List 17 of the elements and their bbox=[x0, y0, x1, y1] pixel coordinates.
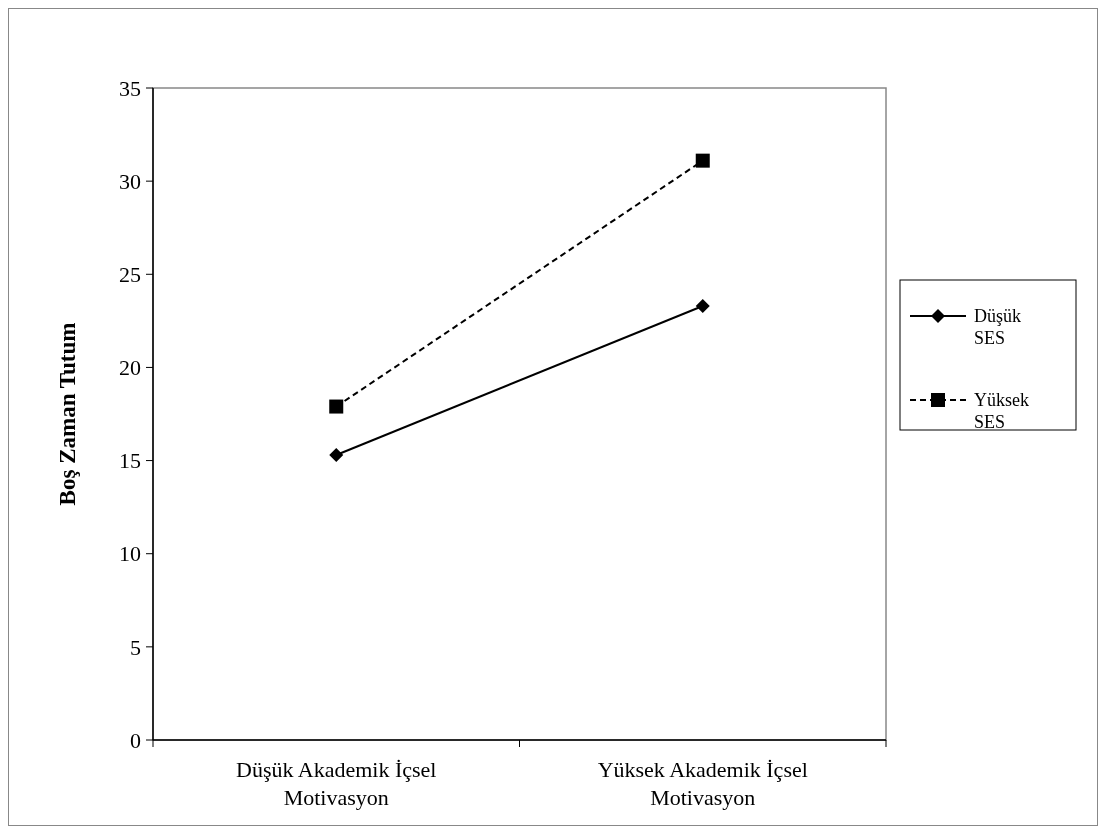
y-tick-label: 15 bbox=[119, 448, 141, 474]
y-axis-title: Boş Zaman Tutum bbox=[55, 322, 80, 506]
x-tick-label: Düşük Akademik İçsel Motivasyon bbox=[236, 757, 437, 810]
y-tick-label: 0 bbox=[130, 727, 141, 753]
y-tick-label: 20 bbox=[119, 355, 141, 381]
y-tick-label: 25 bbox=[119, 261, 141, 287]
legend-label: Düşük SES bbox=[974, 306, 1022, 348]
point bbox=[695, 153, 710, 168]
x-tick-label: Yüksek Akademik İçsel Motivasyon bbox=[597, 757, 808, 810]
point bbox=[695, 298, 710, 313]
y-tick-label: 5 bbox=[130, 634, 141, 660]
legend-label: Yüksek SES bbox=[974, 390, 1029, 432]
y-tick-label: 35 bbox=[119, 75, 141, 101]
y-tick-label: 30 bbox=[119, 168, 141, 194]
point bbox=[329, 399, 344, 414]
y-tick-label: 10 bbox=[119, 541, 141, 567]
point bbox=[329, 447, 344, 462]
